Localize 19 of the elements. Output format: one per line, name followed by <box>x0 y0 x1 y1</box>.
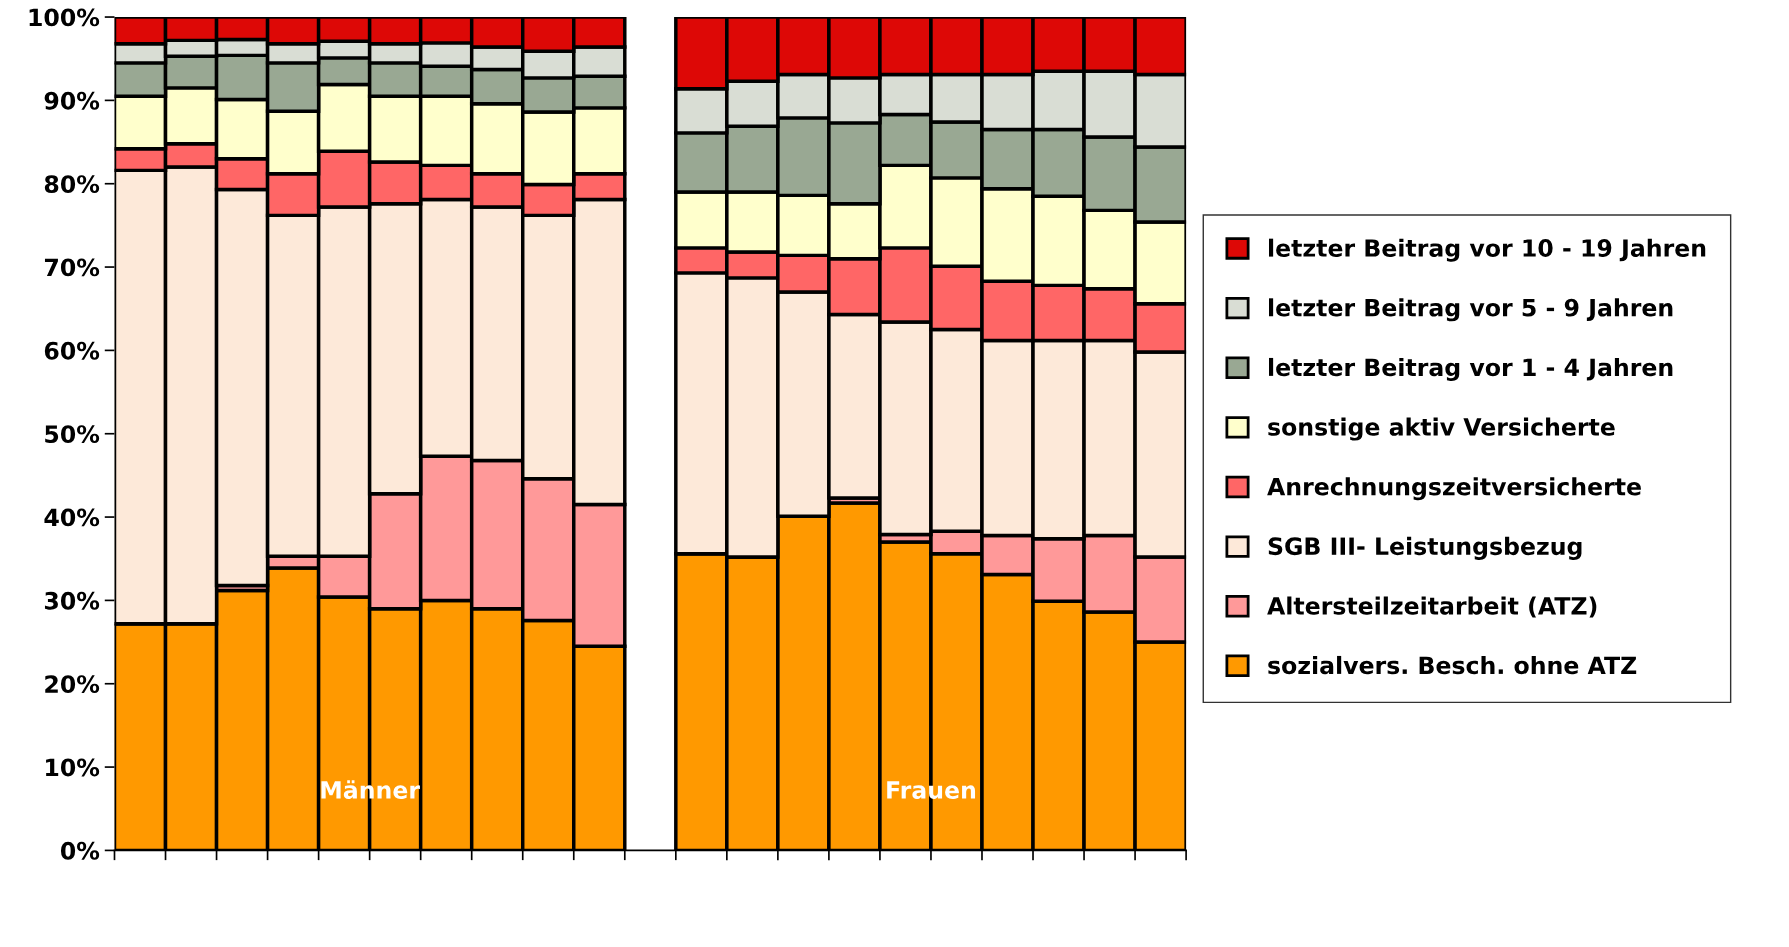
y-tick-label: 80% <box>44 175 100 194</box>
y-tick-label: 0% <box>60 841 100 860</box>
y-tick-label: 30% <box>44 591 100 610</box>
legend-label: letzter Beitrag vor 5 - 9 Jahren <box>1269 298 1673 322</box>
y-tick-label: 50% <box>45 425 100 444</box>
legend-label: letzter Beitrag vor 10 - 19 Jahren <box>1269 238 1706 262</box>
y-tick-label: 70% <box>44 258 100 277</box>
y-tick-label: 100% <box>29 8 100 27</box>
legend-label: SGB III- Leistungsbezug <box>1268 536 1582 560</box>
legend-label: Anrechnungszeitversicherte <box>1267 477 1641 501</box>
y-tick-label: 40% <box>44 508 100 527</box>
y-tick-label: 20% <box>45 675 100 694</box>
legend-label: sozialvers. Besch. ohne ATZ <box>1268 655 1637 675</box>
legend-label: Altersteilzeitarbeit (ATZ) <box>1267 596 1597 618</box>
legend-label: sonstige aktiv Versicherte <box>1268 417 1615 441</box>
y-tick-label: 90% <box>44 91 100 110</box>
legend-label: letzter Beitrag vor 1 - 4 Jahren <box>1269 357 1673 381</box>
y-tick-label: 10% <box>46 758 100 777</box>
y-tick-label: 60% <box>44 341 100 360</box>
